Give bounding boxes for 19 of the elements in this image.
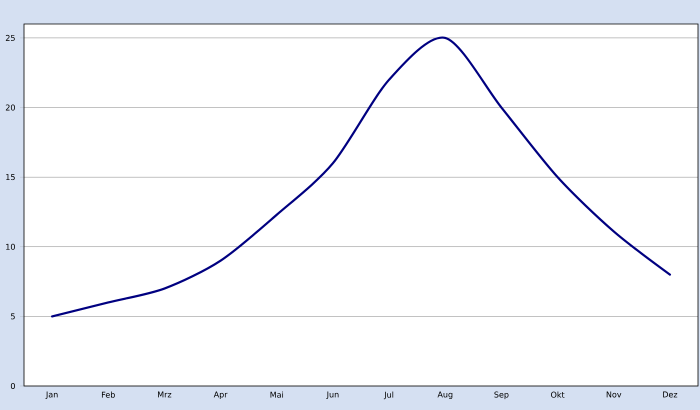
y-tick-label: 15 [6, 174, 15, 180]
x-tick-label: Mai [270, 392, 284, 398]
y-tick-label: 5 [10, 313, 15, 320]
y-tick-label: 10 [6, 244, 15, 250]
y-tick-label: 25 [6, 34, 15, 41]
x-tick-label: Feb [102, 392, 115, 398]
x-tick-label: Apr [214, 392, 228, 400]
x-tick-label: Jan [46, 392, 58, 399]
x-tick-label: Jun [326, 392, 338, 399]
x-tick-label: Mrz [158, 392, 172, 398]
y-tick-label: 0 [10, 382, 15, 390]
x-tick-label: Nov [606, 392, 622, 398]
line-series [50, 36, 672, 318]
x-tick-label: Dez [663, 392, 678, 398]
x-tick-label: Aug [438, 392, 452, 400]
y-tick-label: 20 [6, 104, 15, 111]
x-tick-label: Jul [384, 392, 394, 400]
x-tick-label: Okt [551, 392, 564, 398]
x-tick-label: Sep [494, 392, 509, 400]
